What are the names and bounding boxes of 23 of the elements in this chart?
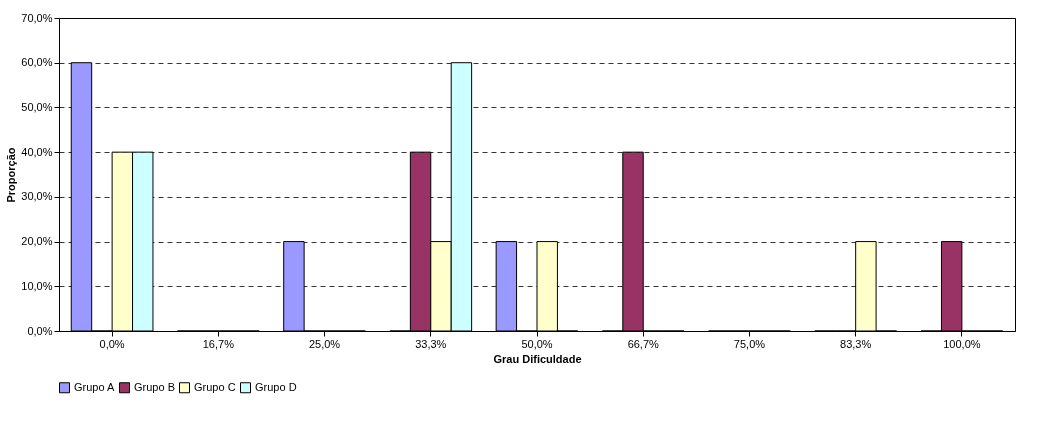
y-tick-label: 30,0% [21,190,53,203]
x-tick-label: 83,3% [840,337,872,350]
y-tick-label: 40,0% [21,145,53,158]
x-axis-title: Grau Dificuldade [493,352,582,365]
x-tick-label: 25,0% [308,337,341,350]
x-tick-label: 50,0% [521,337,553,350]
x-tick-label: 16,7% [202,337,235,350]
y-tick-label: 20,0% [21,235,53,248]
legend-label: Grupo C [194,380,236,393]
x-tick-label: 0,0% [99,337,125,350]
y-axis-title: Proporção [5,147,18,203]
y-tick-label: 10,0% [21,279,53,292]
x-tick-label: 66,7% [627,337,660,350]
y-tick-label: 70,0% [21,11,53,24]
x-tick-label: 75,0% [733,337,766,350]
y-tick-label: 0,0% [27,324,53,337]
legend-label: Grupo D [255,380,297,393]
x-tick-label: 33,3% [415,337,447,350]
y-tick-label: 50,0% [21,100,53,113]
legend-label: Grupo A [74,380,116,393]
y-tick-label: 60,0% [21,56,53,69]
legend-label: Grupo B [134,380,175,393]
x-tick-label: 100,0% [943,337,981,350]
